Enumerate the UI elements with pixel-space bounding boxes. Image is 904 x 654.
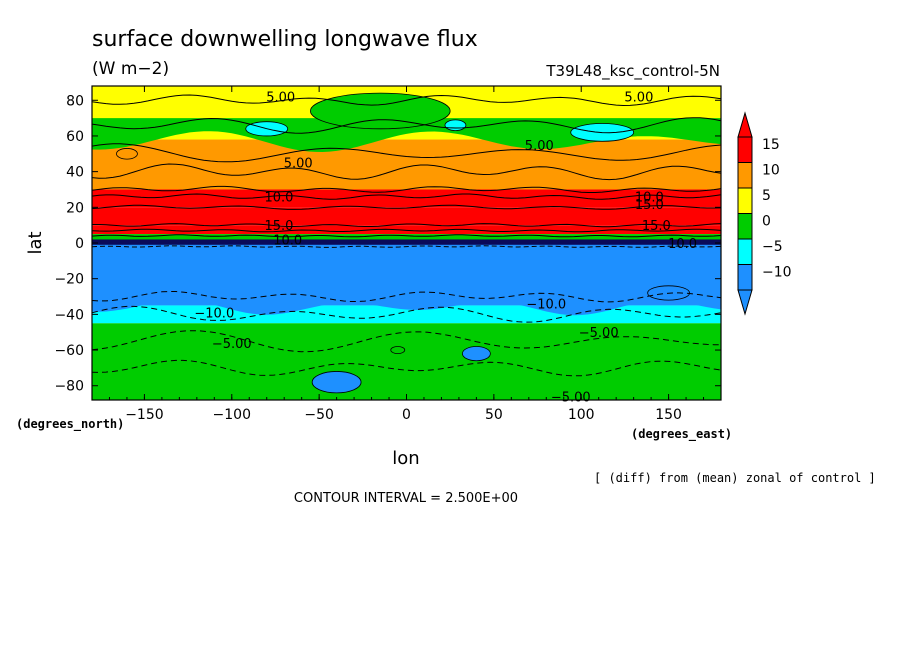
contour-label: 10.0	[668, 237, 697, 252]
y-tick-label: 20	[66, 200, 84, 216]
band-2	[92, 139, 721, 190]
contour-label: 5.00	[266, 91, 295, 106]
contour-label: 10.0	[635, 191, 664, 206]
contour-line-12	[92, 305, 721, 323]
y-tick-label: 0	[75, 236, 84, 252]
x-tick-label: 100	[568, 407, 595, 423]
contour-line-8	[92, 228, 721, 233]
colorbar-swatch	[737, 136, 753, 163]
contour-label: −5.00	[579, 326, 619, 341]
feature-orange-patch-4	[116, 148, 138, 160]
y-axis: −80 −60 −40 −20 0 20 40 60 80	[54, 93, 721, 395]
plot-area	[92, 86, 721, 400]
x-axis-label: lon	[392, 448, 419, 469]
x-tick-label: 150	[655, 407, 682, 423]
colorbar: −10 −5 0 5 10 15	[737, 111, 792, 316]
contour-line-5	[92, 193, 721, 200]
y-axis-label: lat	[25, 231, 46, 254]
colorbar-swatch	[737, 162, 753, 189]
colorbar-label: 5	[762, 188, 771, 204]
contour-line-7	[92, 223, 721, 228]
feature-green-patch-3	[310, 92, 451, 130]
contour-line-4	[92, 185, 721, 193]
contour-label: 10.0	[273, 233, 302, 248]
contour-label: 15.0	[635, 198, 664, 213]
colorbar-swatch	[737, 187, 753, 214]
x-units-label: (degrees_east)	[631, 427, 732, 442]
x-tick-label: −50	[304, 407, 334, 423]
colorbar-label: 10	[762, 163, 780, 179]
contour-line-1	[92, 117, 721, 134]
contour-line-3	[92, 163, 721, 181]
y-tick-label: 80	[66, 93, 84, 109]
equator-strip	[92, 239, 721, 245]
y-units-label: (degrees_north)	[16, 417, 124, 432]
colorbar-swatch	[737, 213, 753, 240]
colorbar-swatch	[737, 238, 753, 265]
band-9	[92, 323, 721, 400]
y-tick-label: −40	[54, 307, 84, 323]
contour-label: −10.0	[526, 298, 566, 313]
y-tick-label: −20	[54, 272, 84, 288]
chart-title: surface downwelling longwave flux	[92, 27, 478, 52]
y-tick-label: 40	[66, 165, 84, 181]
colorbar-arrow-bottom	[737, 289, 753, 316]
band-3	[92, 189, 721, 208]
feature-cyan-patch-2	[444, 119, 467, 132]
band-7	[92, 241, 721, 306]
y-tick-label: −60	[54, 343, 84, 359]
contour-label: 5.00	[525, 139, 554, 154]
contour-line-2	[92, 143, 721, 163]
x-tick-label: −100	[213, 407, 251, 423]
contour-line-11	[92, 291, 721, 303]
contour-label: 10.0	[264, 191, 293, 206]
colorbar-swatch	[737, 264, 753, 291]
band-4	[92, 207, 721, 226]
footer-note: [ (diff) from (mean) zonal of control ]	[594, 471, 876, 485]
blue-region	[92, 296, 721, 316]
contour-label: −5.00	[212, 337, 252, 352]
x-tick-label: 0	[402, 407, 411, 423]
contour-line-13	[92, 330, 721, 353]
contour-lines	[92, 94, 721, 377]
colorbar-arrow-top	[737, 111, 753, 138]
x-tick-label: −150	[125, 407, 163, 423]
dataset-label: T39L48_ksc_control-5N	[545, 62, 720, 81]
x-axis: −150 −100 −50 0 50 100 150	[108, 86, 705, 423]
contour-line-9	[92, 234, 721, 238]
feature-blue-patch-6	[462, 346, 491, 362]
colorbar-label: 0	[762, 214, 771, 230]
chart-units: (W m−2)	[92, 59, 169, 79]
x-tick-label: 50	[485, 407, 503, 423]
contour-line-0	[92, 94, 721, 107]
band-5	[92, 225, 721, 235]
contour-interval: CONTOUR INTERVAL = 2.500E+00	[294, 491, 518, 506]
colorbar-label: 15	[762, 137, 780, 153]
feature-green-patch-8	[390, 346, 406, 355]
contour-label: 15.0	[264, 219, 293, 234]
contour-label: −5.00	[551, 390, 591, 405]
contour-label: 5.00	[624, 91, 653, 106]
contour-label: 5.00	[284, 157, 313, 172]
y-tick-label: −80	[54, 379, 84, 395]
plot-features	[92, 92, 721, 394]
band-6	[92, 234, 721, 242]
contour-line-6	[92, 204, 721, 210]
contour-line-10	[92, 245, 721, 248]
y-tick-label: 60	[66, 129, 84, 145]
contour-line-14	[92, 359, 721, 377]
colorbar-label: −5	[762, 239, 783, 255]
contour-label: 15.0	[642, 219, 671, 234]
feature-blue-patch-5	[311, 371, 362, 394]
colorbar-label: −10	[762, 265, 792, 281]
contour-label: −10.0	[194, 307, 234, 322]
